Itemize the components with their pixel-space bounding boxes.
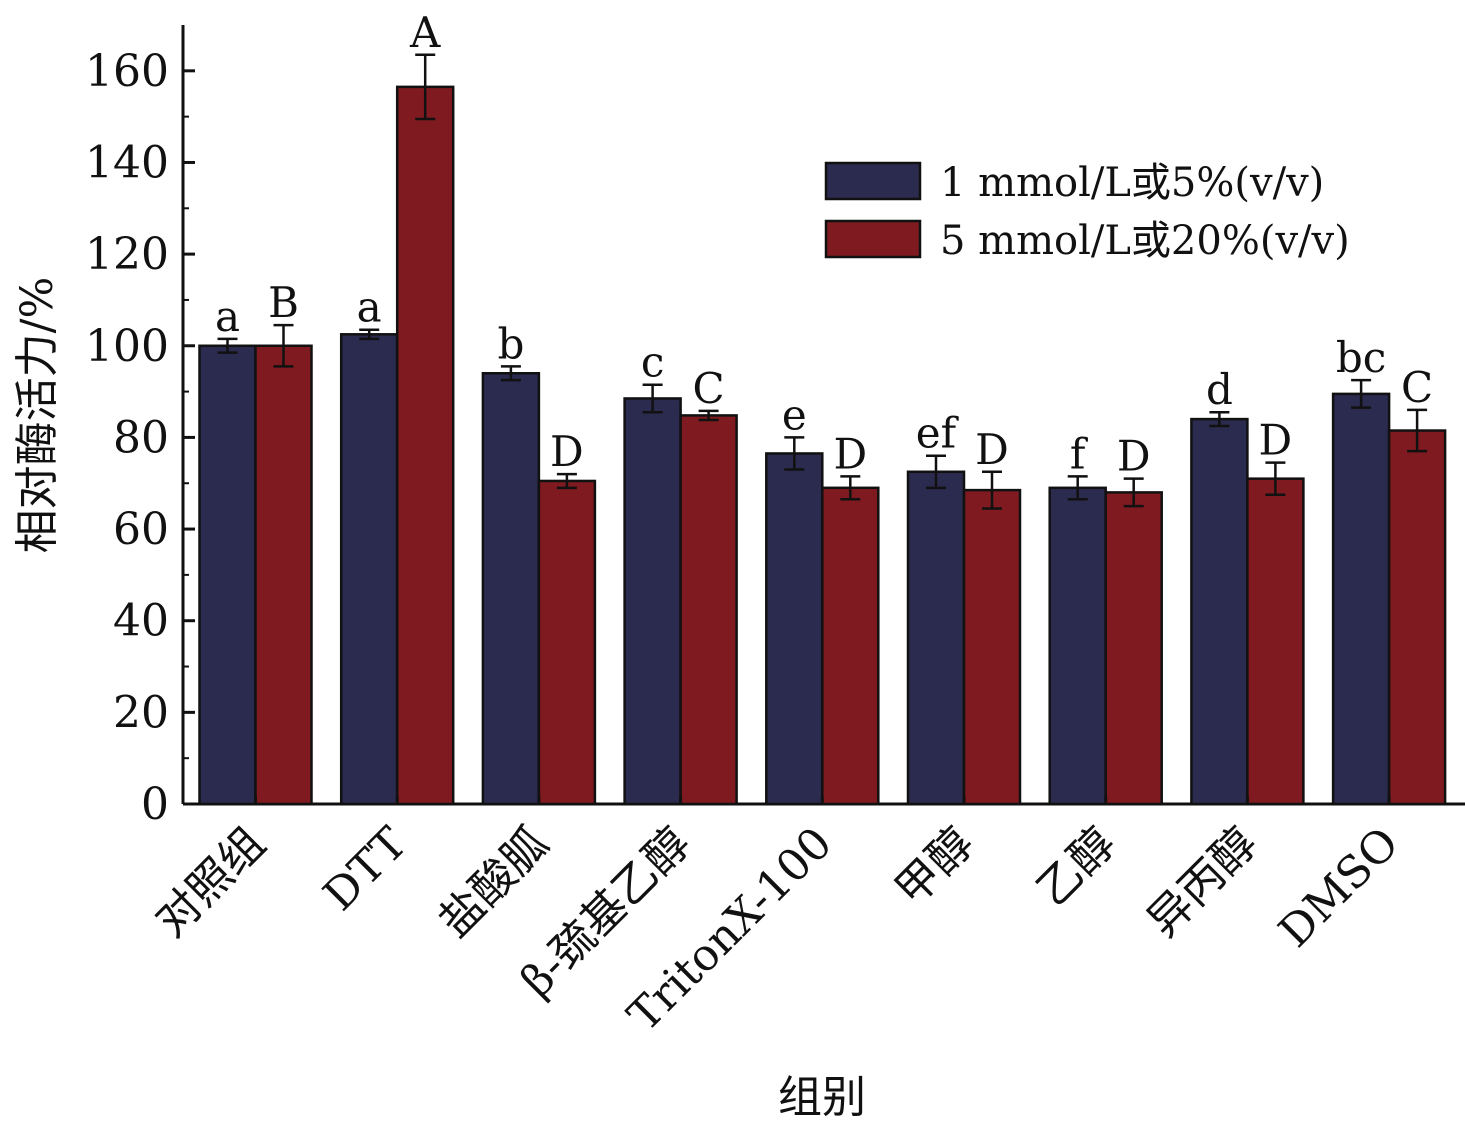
y-tick-label: 80 [113, 412, 169, 463]
y-tick-label: 0 [141, 779, 169, 830]
x-category-label: DTT [314, 818, 417, 921]
y-tick-label: 40 [113, 596, 169, 647]
bar-series-1 [906, 470, 966, 806]
bar-series-2 [537, 479, 597, 806]
bar-series-2 [1246, 477, 1305, 806]
significance-label: D [550, 427, 584, 476]
bar-series-2 [1387, 429, 1447, 806]
significance-label: D [833, 429, 867, 478]
y-ticks: 0 20 40 60 80 100 120 140 160 [85, 46, 195, 830]
bar-series-2 [254, 344, 313, 806]
y-tick-label: 20 [113, 687, 169, 738]
bar-series-2 [962, 488, 1022, 806]
significance-label: b [497, 319, 524, 368]
x-category-label: 乙醇 [1027, 818, 1125, 916]
bar-series-1 [198, 344, 257, 806]
x-category-label: DMSO [1269, 818, 1409, 958]
significance-label: ef [916, 409, 960, 458]
significance-label: A [409, 8, 441, 57]
significance-label: B [268, 278, 299, 327]
x-category-label: 甲醇 [885, 818, 983, 916]
bar-series-1 [1331, 392, 1391, 806]
bar-series-1 [481, 372, 541, 806]
bar-series-1 [765, 452, 824, 806]
y-tick-label: 60 [113, 504, 169, 555]
legend-label-series-2: 5 mmol/L或20%(v/v) [940, 218, 1350, 264]
y-tick-label: 100 [85, 321, 169, 372]
significance-label: C [693, 364, 725, 413]
y-axis-title: 相对酶活力/% [12, 277, 63, 554]
legend: 1 mmol/L或5%(v/v) 5 mmol/L或20%(v/v) [824, 160, 1350, 264]
bar-series-1 [339, 333, 399, 806]
significance-label: D [975, 425, 1009, 474]
significance-label: d [1206, 365, 1233, 414]
x-category-label: 异丙醇 [1138, 818, 1267, 947]
y-tick-label: 120 [85, 229, 169, 280]
bar-series-1 [1048, 486, 1107, 806]
significance-label: f [1070, 429, 1089, 478]
significance-label: D [1117, 432, 1151, 481]
bar-series-2 [821, 486, 880, 806]
bar-series-1 [623, 397, 682, 806]
x-category-label: 对照组 [146, 818, 275, 947]
bar-series-1 [1190, 417, 1249, 806]
legend-label-series-1: 1 mmol/L或5%(v/v) [940, 160, 1324, 206]
x-category-label: 盐酸胍 [429, 818, 558, 947]
significance-label: e [782, 390, 807, 439]
significance-label: bc [1336, 333, 1386, 382]
bar-series-2 [395, 85, 455, 806]
y-tick-label: 140 [85, 137, 169, 188]
significance-label: D [1259, 416, 1293, 465]
significance-label: C [1401, 363, 1433, 412]
legend-swatch-series-2 [824, 219, 922, 259]
x-axis-title: 组别 [778, 1072, 866, 1123]
significance-label: a [357, 283, 382, 332]
bar-series-2 [1104, 491, 1163, 806]
y-tick-label: 160 [85, 46, 169, 97]
significance-label: c [641, 338, 665, 387]
legend-swatch-series-1 [824, 161, 922, 201]
bar-series-2 [679, 414, 738, 806]
significance-label: a [215, 292, 240, 341]
